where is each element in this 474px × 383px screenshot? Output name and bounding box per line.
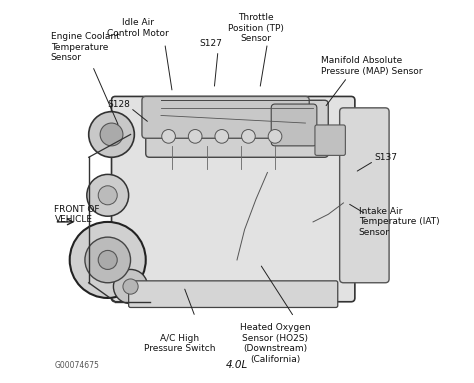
Text: A/C High
Pressure Switch: A/C High Pressure Switch [144, 334, 216, 353]
Circle shape [113, 270, 147, 304]
FancyBboxPatch shape [142, 97, 309, 138]
Circle shape [70, 222, 146, 298]
Text: Throttle
Position (TP)
Sensor: Throttle Position (TP) Sensor [228, 13, 284, 43]
Circle shape [123, 279, 138, 294]
Circle shape [89, 112, 134, 157]
FancyBboxPatch shape [128, 281, 338, 308]
Text: G00074675: G00074675 [55, 361, 100, 370]
Circle shape [98, 186, 117, 205]
Circle shape [162, 129, 175, 143]
FancyBboxPatch shape [340, 108, 389, 283]
FancyBboxPatch shape [271, 104, 317, 146]
Text: S137: S137 [374, 153, 397, 162]
Circle shape [98, 250, 117, 270]
Text: Idle Air
Control Motor: Idle Air Control Motor [107, 18, 169, 38]
Text: Engine Coolant
Temperature
Sensor: Engine Coolant Temperature Sensor [51, 32, 119, 62]
Text: 4.0L: 4.0L [226, 360, 248, 370]
Text: S127: S127 [199, 39, 222, 48]
Text: Intake Air
Temperature (IAT)
Sensor: Intake Air Temperature (IAT) Sensor [359, 207, 439, 237]
FancyBboxPatch shape [315, 125, 346, 155]
Text: Manifold Absolute
Pressure (MAP) Sensor: Manifold Absolute Pressure (MAP) Sensor [320, 56, 422, 76]
FancyBboxPatch shape [111, 97, 355, 302]
Circle shape [268, 129, 282, 143]
Text: FRONT OF
VEHICLE: FRONT OF VEHICLE [55, 205, 100, 224]
Text: Heated Oxygen
Sensor (HO2S)
(Downstream)
(California): Heated Oxygen Sensor (HO2S) (Downstream)… [240, 324, 310, 364]
Circle shape [188, 129, 202, 143]
Circle shape [85, 237, 130, 283]
Text: S128: S128 [108, 100, 130, 108]
Circle shape [87, 174, 128, 216]
Circle shape [100, 123, 123, 146]
Circle shape [215, 129, 228, 143]
Circle shape [242, 129, 255, 143]
FancyBboxPatch shape [146, 100, 328, 157]
